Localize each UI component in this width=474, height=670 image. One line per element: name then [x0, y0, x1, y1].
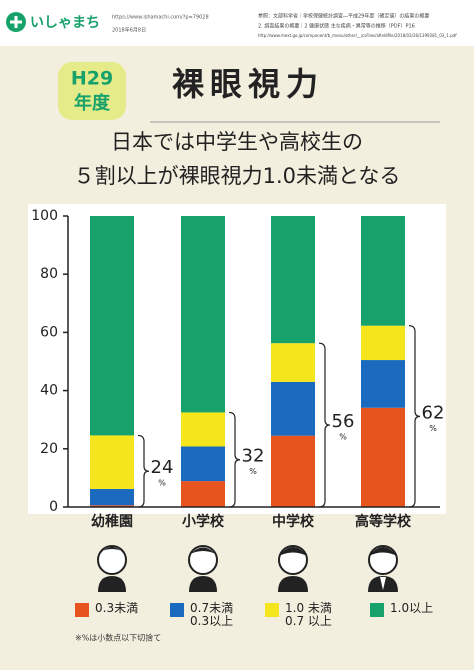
bar-segment	[361, 407, 405, 507]
footnote: ※%は小数点以下切捨て	[75, 633, 161, 643]
bar-segment	[90, 488, 134, 506]
bar-segment	[271, 381, 315, 436]
bar-segment	[90, 505, 134, 507]
bar-segment	[271, 343, 315, 382]
header-bar	[0, 0, 474, 46]
people-icons	[97, 545, 398, 592]
brace	[228, 411, 241, 508]
source: 2. 調査結果の概要｜2 健康状態 主な疾病・異常等の推移（PDF）P16	[258, 23, 415, 30]
bar-segment	[181, 412, 225, 447]
subtitle: ５割以上が裸眼視力1.0未満となる	[74, 164, 401, 188]
badge-year: H29	[71, 68, 113, 90]
bracket-label: 32	[242, 446, 265, 467]
bracket-unit: %	[158, 479, 166, 488]
source: 参照：文部科学省｜学校保健統計調査―平成29年度（確定値）の結果の概要	[258, 13, 429, 20]
bar-segment	[361, 325, 405, 361]
bar-segment	[90, 435, 134, 489]
y-tick-label: 20	[40, 441, 58, 457]
legend-swatch	[370, 603, 384, 617]
x-tick-label: 幼稚園	[91, 513, 133, 530]
title: 裸眼視力	[172, 65, 324, 103]
bar-segment	[181, 446, 225, 482]
bar-segment	[181, 216, 225, 413]
bracket-label: 56	[332, 411, 355, 432]
bar-segment	[271, 435, 315, 507]
legend-label: 0.7未満 0.3以上	[190, 601, 234, 628]
bracket-unit: %	[249, 467, 257, 476]
y-tick-label: 60	[40, 324, 58, 340]
logo: いしゃまち	[30, 15, 100, 31]
x-tick-label: 高等学校	[355, 513, 412, 530]
legend-swatch	[265, 603, 279, 617]
y-tick-label: 0	[49, 499, 58, 515]
legend-label: 1.0 未満 0.7 以上	[285, 601, 332, 628]
date: 2018年6月8日	[112, 27, 146, 34]
bracket-unit: %	[339, 433, 347, 442]
badge-unit: 年度	[74, 92, 111, 114]
logo-cross	[10, 16, 22, 28]
bracket-unit: %	[429, 424, 437, 433]
legend-label: 0.3未満	[95, 601, 139, 615]
bar-segment	[271, 216, 315, 344]
bar-segment	[361, 216, 405, 326]
x-tick-label: 小学校	[182, 513, 225, 530]
brace	[408, 325, 421, 508]
brace	[137, 434, 150, 508]
bracket-label: 24	[151, 457, 174, 478]
brace	[318, 342, 331, 508]
x-tick-label: 中学校	[272, 513, 315, 530]
bar-segment	[361, 360, 405, 408]
y-tick-label: 40	[40, 383, 58, 399]
y-tick-label: 80	[40, 266, 58, 282]
legend-swatch	[170, 603, 184, 617]
bar-segment	[181, 481, 225, 507]
badge	[58, 62, 126, 120]
subtitle: 日本では中学生や高校生の	[111, 130, 363, 154]
bracket-label: 62	[422, 402, 445, 423]
source: http://www.mext.go.jp/component/b_menu/o…	[258, 33, 457, 38]
legend-swatch	[75, 603, 89, 617]
url: https://www.ishamachi.com/?p=79028	[112, 15, 209, 21]
bar-segment	[90, 216, 134, 436]
legend-label: 1.0以上	[390, 601, 434, 615]
y-tick-label: 100	[31, 208, 58, 224]
